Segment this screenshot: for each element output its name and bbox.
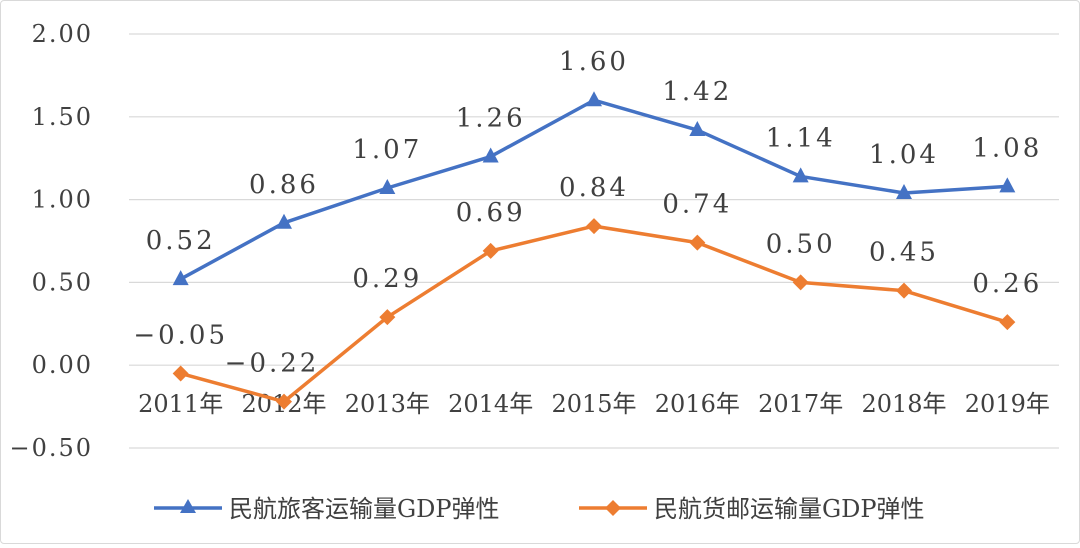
- data-label-passenger: 1.14: [766, 123, 836, 153]
- data-label-cargo: −0.22: [225, 349, 320, 379]
- y-tick-label: 1.50: [32, 103, 93, 131]
- y-axis-ticks: 2.00 1.50 1.00 0.50 0.00 −0.50: [9, 20, 93, 462]
- triangle-marker: [586, 91, 602, 107]
- diamond-marker: [586, 218, 602, 235]
- x-tick-label: 2017年: [758, 390, 843, 418]
- x-tick-label: 2016年: [655, 390, 740, 418]
- x-tick-label: 2019年: [965, 390, 1050, 418]
- legend-item-cargo: 民航货邮运输量GDP弹性: [579, 495, 925, 523]
- y-tick-label: 0.00: [32, 351, 93, 379]
- triangle-marker: [276, 213, 292, 229]
- diamond-marker: [482, 242, 499, 259]
- gridlines: [129, 33, 1059, 449]
- triangle-marker: [379, 179, 396, 195]
- legend-item-passenger: 民航旅客运输量GDP弹性: [154, 495, 500, 523]
- triangle-marker: [896, 183, 912, 199]
- data-label-passenger: 1.07: [352, 135, 422, 165]
- y-tick-label: 1.00: [32, 186, 93, 214]
- x-axis-ticks: 2011年2012年2013年2014年2015年2016年2017年2018年…: [138, 390, 1050, 418]
- diamond-marker: [792, 274, 809, 291]
- data-label-cargo: 0.84: [559, 173, 629, 203]
- legend-diamond-marker: [605, 500, 621, 516]
- data-label-cargo: 0.29: [352, 264, 422, 294]
- data-label-passenger: 0.86: [249, 170, 319, 200]
- data-label-passenger: 1.08: [972, 133, 1042, 163]
- diamond-marker: [689, 234, 706, 251]
- data-label-passenger: 1.04: [869, 140, 939, 170]
- triangle-marker: [792, 167, 809, 183]
- legend-label-cargo: 民航货邮运输量GDP弹性: [654, 495, 925, 523]
- data-label-cargo: −0.05: [133, 320, 228, 350]
- data-label-passenger: 0.52: [146, 226, 216, 256]
- x-tick-label: 2013年: [345, 390, 430, 418]
- x-tick-label: 2011年: [138, 390, 223, 418]
- data-label-cargo: 0.69: [456, 198, 526, 228]
- triangle-marker: [482, 147, 499, 163]
- diamond-marker: [276, 393, 292, 410]
- legend: 民航旅客运输量GDP弹性 民航货邮运输量GDP弹性: [154, 495, 925, 523]
- data-label-cargo: 0.45: [869, 238, 939, 268]
- y-tick-label: 2.00: [32, 20, 93, 48]
- x-tick-label: 2014年: [448, 390, 533, 418]
- data-label-cargo: 0.50: [766, 229, 836, 259]
- diamond-marker: [999, 314, 1016, 331]
- legend-label-passenger: 民航旅客运输量GDP弹性: [229, 495, 500, 523]
- data-label-passenger: 1.26: [456, 104, 526, 134]
- data-labels: 0.52 0.86 1.07 1.26 1.60 1.42 1.14 1.04 1.08 −0.0…: [133, 47, 1042, 379]
- x-tick-label: 2018年: [861, 390, 946, 418]
- data-label-cargo: 0.26: [972, 269, 1042, 299]
- y-tick-label: 0.50: [32, 268, 93, 296]
- legend-triangle-marker: [180, 499, 196, 513]
- triangle-marker: [999, 177, 1016, 193]
- y-tick-label: −0.50: [9, 434, 93, 462]
- data-label-cargo: 0.74: [662, 190, 732, 220]
- data-label-passenger: 1.42: [662, 77, 732, 107]
- series-layer: [172, 91, 1016, 410]
- triangle-marker: [172, 270, 189, 286]
- diamond-marker: [896, 282, 912, 299]
- x-tick-label: 2015年: [551, 390, 636, 418]
- triangle-marker: [689, 121, 706, 137]
- diamond-marker: [379, 309, 396, 326]
- diamond-marker: [172, 365, 189, 382]
- data-label-passenger: 1.60: [559, 47, 629, 77]
